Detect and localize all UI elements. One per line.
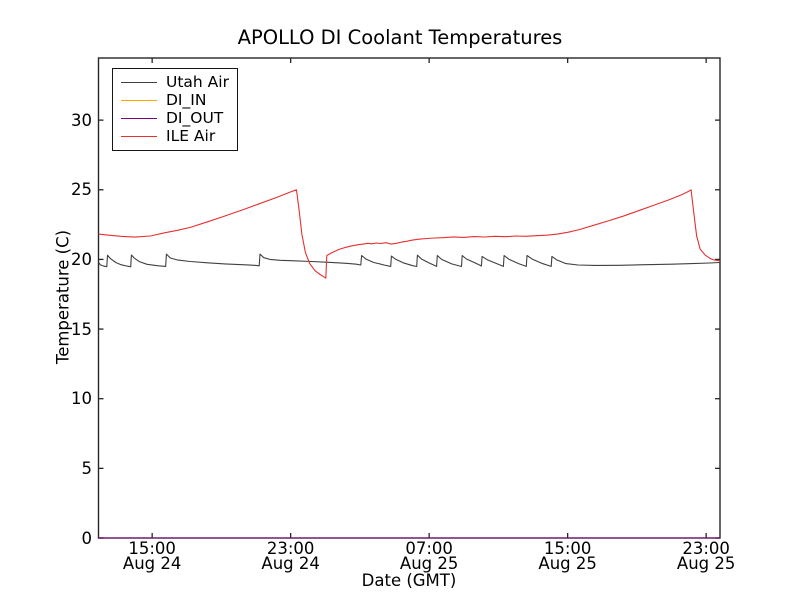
x-tick-label: 15:00 Aug 24 [122, 539, 182, 573]
y-tick-label: 30 [71, 110, 92, 130]
y-tick-label: 5 [81, 458, 93, 478]
legend-label-utah-air: Utah Air [166, 73, 229, 91]
x-tick-label: 07:00 Aug 25 [399, 539, 459, 573]
legend-entry: DI_OUT [121, 109, 231, 127]
y-tick-label: 20 [71, 249, 92, 269]
x-tick-label: 23:00 Aug 24 [261, 539, 320, 573]
legend-entry: Utah Air [121, 73, 231, 91]
legend-entry: DI_IN [121, 91, 231, 109]
legend-line-sample-di-out [121, 117, 157, 119]
y-tick-label: 25 [71, 180, 92, 200]
x-axis-label: Date (GMT) [361, 571, 457, 590]
legend-line-sample-di-in [121, 99, 157, 101]
legend-entry: ILE Air [121, 127, 231, 145]
y-tick-label: 0 [81, 528, 93, 548]
x-tick-label: 15:00 Aug 25 [538, 539, 597, 573]
legend-label-di-out: DI_OUT [166, 109, 224, 127]
series-line-ile-air [98, 189, 721, 279]
x-tick-label: 23:00 Aug 25 [676, 539, 736, 573]
series-line-utah-air [98, 253, 721, 268]
legend-label-ile-air: ILE Air [166, 127, 216, 145]
legend: Utah Air DI_IN DI_OUT ILE Air [112, 68, 238, 151]
legend-label-di-in: DI_IN [166, 91, 207, 109]
legend-line-sample-utah-air [121, 81, 157, 83]
y-tick-label: 10 [71, 389, 92, 409]
legend-line-sample-ile-air [121, 135, 157, 137]
chart-title: APOLLO DI Coolant Temperatures [237, 26, 563, 49]
y-tick-label: 15 [71, 319, 92, 339]
